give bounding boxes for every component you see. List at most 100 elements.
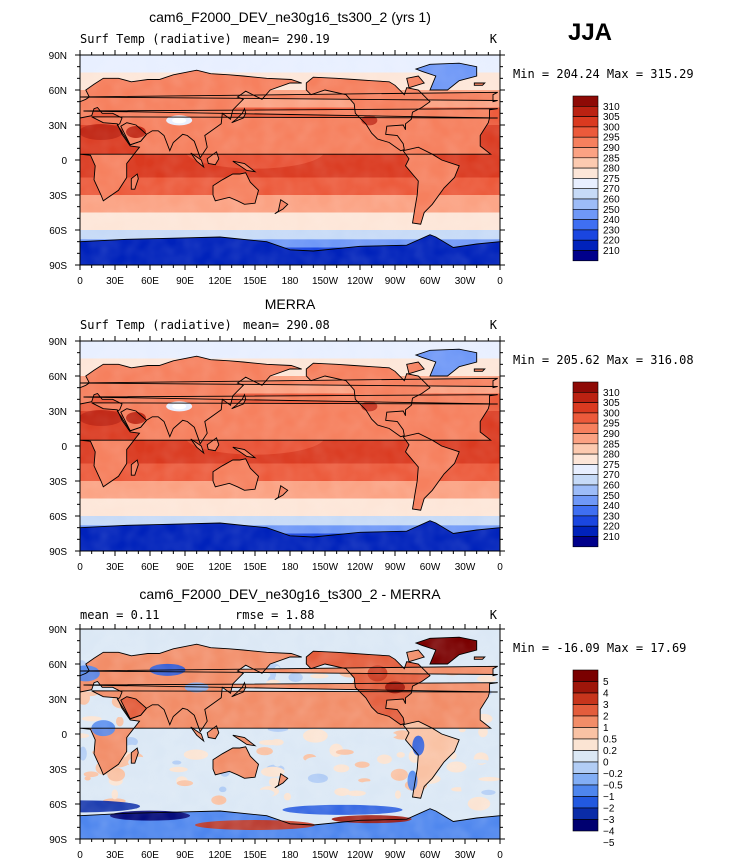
- land-madagascar: [551, 174, 558, 189]
- coastline-borneo: [627, 152, 639, 165]
- panel-title: MERRA: [265, 296, 316, 312]
- colorbar-label: −3: [603, 815, 615, 826]
- land-antarctica: [500, 809, 732, 839]
- land-newguinea: [653, 447, 675, 458]
- land-iceland: [54, 369, 65, 371]
- land-iberia: [0, 395, 78, 404]
- lon-label: 120E: [208, 850, 232, 861]
- coastline-iceland: [54, 657, 65, 659]
- lon-label: 30W: [455, 562, 476, 573]
- coastline-namerica: [726, 77, 732, 151]
- season-label: JJA: [568, 19, 612, 46]
- coastline-borneo: [627, 726, 639, 739]
- coastline-antarctica: [80, 527, 81, 551]
- coastline-arabia: [541, 123, 567, 145]
- lon-label: 30W: [455, 276, 476, 287]
- coastline-baffin: [406, 361, 425, 375]
- coastline-madagascar: [551, 174, 558, 189]
- coastline-australia: [212, 458, 260, 491]
- variable-label: Surf Temp (radiative): [80, 318, 232, 332]
- coastline-australia: [633, 173, 679, 205]
- land-arabia: [541, 409, 567, 431]
- coastline-africa: [499, 727, 500, 729]
- colorbar-label: −4: [603, 827, 615, 838]
- colorbar-swatch: [572, 669, 599, 682]
- lon-label: 90E: [176, 562, 194, 573]
- land-namerica: [726, 363, 732, 437]
- lon-label: 60W: [420, 850, 441, 861]
- lat-label: 60N: [49, 660, 67, 671]
- coastline-samerica: [402, 146, 460, 225]
- coastline-arabia: [541, 409, 567, 431]
- land-namerica: [726, 651, 732, 725]
- lon-label: 150W: [312, 850, 339, 861]
- colorbar-swatch: [572, 495, 599, 506]
- coastline-japan: [231, 393, 247, 410]
- land-iberia: [0, 109, 78, 118]
- coastline-eurasia: [80, 69, 302, 159]
- land-namerica: [0, 363, 10, 437]
- lon-label: 120E: [208, 276, 232, 287]
- coastline-namerica: [305, 362, 431, 438]
- lat-label: 30S: [49, 477, 67, 488]
- coastline-iberia: [83, 394, 498, 405]
- coastlines: [54, 636, 639, 839]
- lon-label: 90W: [385, 276, 406, 287]
- coastline-namerica: [305, 76, 431, 152]
- land-africa: [500, 691, 732, 775]
- panel-diff: cam6_F2000_DEV_ne30g16_ts300_2 - MERRA m…: [0, 586, 732, 861]
- land-samerica: [0, 433, 39, 510]
- land-uk: [500, 666, 732, 675]
- coastline-borneo: [206, 151, 220, 166]
- colorbar-label: 0: [603, 758, 609, 769]
- land-baffin: [0, 362, 4, 374]
- colorbar-label: 285: [603, 439, 620, 450]
- land-namerica: [726, 77, 732, 151]
- coastline-australia: [212, 172, 260, 205]
- coastline-iberia: [83, 108, 498, 119]
- lon-label: 90E: [176, 276, 194, 287]
- map-area: 90N 60N 30N 0 30S 60S 90S 0 30E 60E 90E 120E 150E 180…: [0, 50, 732, 287]
- coastline-uk: [499, 670, 500, 672]
- map-area: 90N 60N 30N 0 30S 60S 90S 0 30E 60E 90E 120E 150E 180…: [0, 336, 732, 573]
- land-newguinea: [653, 161, 675, 172]
- land-uk: [500, 378, 732, 387]
- coastline-uk: [499, 382, 500, 384]
- coastline-samerica: [0, 433, 39, 510]
- coastline-baffin: [406, 649, 425, 663]
- land-antarctica: [0, 809, 80, 839]
- coastline-baffin: [0, 76, 4, 88]
- colorbar-swatch: [572, 136, 599, 148]
- lon-label: 30E: [106, 276, 124, 287]
- lat-label: 0: [61, 730, 67, 741]
- colorbar-label: 305: [603, 398, 620, 409]
- lon-label: 180: [282, 276, 299, 287]
- minmax-label: Min = 204.24 Max = 315.29: [513, 67, 694, 81]
- lon-label: 150W: [312, 562, 339, 573]
- lat-label: 30S: [49, 191, 67, 202]
- colorbar-swatch: [572, 750, 599, 763]
- colorbar-swatch: [572, 178, 599, 190]
- land-iberia: [0, 683, 78, 692]
- lon-label: 60E: [141, 562, 159, 573]
- lat-label: 60S: [49, 800, 67, 811]
- lat-label: 90N: [49, 337, 67, 348]
- colorbar-label: 2: [603, 712, 609, 723]
- colorbar-label: 280: [603, 450, 620, 461]
- coastline-japan: [231, 107, 247, 124]
- land-samerica: [0, 147, 39, 224]
- colorbar-label: 250: [603, 491, 620, 502]
- minmax-label: Min = -16.09 Max = 17.69: [513, 641, 686, 655]
- map-field: [0, 629, 732, 839]
- coastline-newguinea: [232, 160, 257, 173]
- colorbar-label: 310: [603, 102, 620, 113]
- lon-label: 90E: [176, 850, 194, 861]
- lon-label: 30E: [106, 562, 124, 573]
- lon-label: 0: [77, 850, 83, 861]
- coastline-uk: [80, 377, 498, 389]
- coastline-iceland: [54, 369, 65, 371]
- lat-label: 30N: [49, 407, 67, 418]
- panel-title: cam6_F2000_DEV_ne30g16_ts300_2 - MERRA: [139, 586, 441, 602]
- units-label: K: [490, 318, 498, 332]
- mean-label: mean= 290.08: [243, 318, 330, 332]
